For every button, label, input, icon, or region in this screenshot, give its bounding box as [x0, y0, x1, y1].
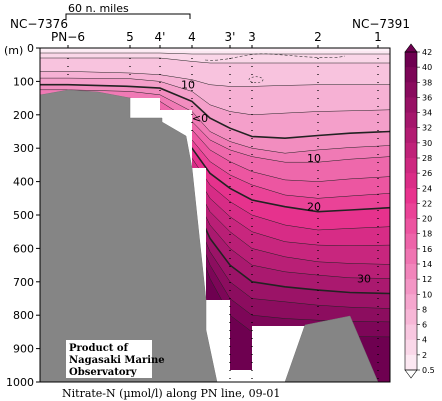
colorbar-segment: [405, 142, 417, 159]
colorbar-label: 36: [422, 93, 432, 102]
credit-line-1: Product of: [69, 343, 129, 354]
colorbar-label: 6: [422, 321, 427, 330]
colorbar-label: 28: [422, 154, 432, 163]
continental-slope: [40, 89, 218, 382]
contour-label: 10: [307, 152, 321, 165]
contour-line: [40, 71, 390, 87]
y-tick-label: 300: [13, 142, 34, 155]
credit-line-2: Nagasaki Marine: [69, 355, 165, 366]
colorbar-segment: [405, 324, 417, 341]
scale-bar-label: 60 n. miles: [68, 2, 129, 15]
colorbar-label: 8: [422, 305, 427, 314]
colorbar-frame: [404, 51, 418, 371]
contour-line: [40, 83, 390, 140]
colorbar: 0.52468101214161820222426283032343638404…: [404, 43, 435, 379]
station-label: 5: [126, 30, 134, 44]
colorbar-segment: [405, 218, 417, 235]
y-tick-label: 600: [13, 242, 34, 255]
station-label: 3': [225, 30, 236, 44]
y-tick-label: 400: [13, 176, 34, 189]
concentration-band: [40, 48, 390, 51]
colorbar-label: 0.5: [422, 366, 435, 375]
colorbar-segment: [405, 127, 417, 144]
colorbar-label: 34: [422, 109, 432, 118]
station-right-id: NC−7391: [352, 17, 410, 31]
colorbar-segment: [405, 233, 417, 250]
colorbar-label: 40: [422, 63, 432, 72]
colorbar-label: 2: [422, 351, 427, 360]
plot-area: 10 <0 10 20 30: [40, 48, 390, 382]
colorbar-label: 4: [422, 336, 427, 345]
colorbar-label: 42: [422, 48, 432, 57]
contour-line-dashed: [248, 76, 264, 84]
contour-line: [40, 89, 390, 154]
contour-line: [40, 52, 390, 55]
y-tick-label: 900: [13, 343, 34, 356]
colorbar-segment: [405, 248, 417, 265]
colorbar-label: 18: [422, 230, 432, 239]
colorbar-segment: [405, 339, 417, 356]
colorbar-segment: [405, 97, 417, 114]
y-axis-label: (m): [4, 44, 23, 57]
contour-labels: 10 <0 10 20 30: [181, 79, 371, 286]
colorbar-segment: [405, 354, 417, 371]
no-data-region: [192, 168, 252, 382]
colorbar-label: 32: [422, 124, 432, 133]
station-label: 3: [248, 30, 256, 44]
contour-label: <0: [192, 112, 208, 125]
colorbar-label: 24: [422, 184, 432, 193]
colorbar-label: 16: [422, 245, 432, 254]
station-label: 2: [314, 30, 322, 44]
contour-label: 10: [181, 79, 195, 92]
colorbar-segment: [405, 294, 417, 310]
colorbar-label: 38: [422, 78, 432, 87]
plot-frame: [39, 47, 391, 383]
colorbar-label: 12: [422, 275, 432, 284]
colorbar-label: 22: [422, 199, 432, 208]
colorbar-segment: [405, 112, 417, 129]
contour-label: 30: [357, 272, 371, 285]
colorbar-segment: [405, 173, 417, 189]
y-tick-label: 200: [13, 109, 34, 122]
credit-box: [66, 340, 152, 378]
colorbar-segment: [405, 82, 417, 98]
colorbar-segment: [405, 203, 417, 220]
colorbar-segment: [405, 309, 417, 326]
colorbar-segment: [405, 279, 417, 295]
scale-bar: [65, 13, 191, 19]
credit-line-3: Observatory: [69, 367, 138, 378]
contour-line: [40, 77, 390, 116]
y-tick-label: 0: [27, 42, 34, 55]
chart-title: Nitrate-N (µmol/l) along PN line, 09-01: [62, 387, 280, 400]
station-label: PN−6: [51, 30, 85, 44]
colorbar-label: 30: [422, 139, 432, 148]
station-left-id: NC−7376: [10, 17, 68, 31]
colorbar-label: 10: [422, 290, 432, 299]
station-label: 1: [374, 30, 382, 44]
contour-line-dashed: [204, 53, 346, 61]
colorbar-min-arrow: [404, 369, 418, 379]
y-tick-label: 800: [13, 309, 34, 322]
y-tick-label: 1000: [6, 376, 34, 389]
colorbar-label: 14: [422, 260, 432, 269]
colorbar-segment: [405, 264, 417, 280]
station-label: 4': [155, 30, 166, 44]
colorbar-segment: [405, 52, 417, 68]
colorbar-segment: [405, 188, 417, 204]
y-tick-label: 500: [13, 209, 34, 222]
colorbar-segment: [405, 67, 417, 83]
colorbar-segment: [405, 158, 417, 174]
contour-label: 20: [307, 201, 321, 214]
colorbar-max-arrow: [404, 43, 418, 53]
y-tick-label: 700: [13, 276, 34, 289]
station-labels: PN−6 5 4' 4 3' 3 2 1: [51, 30, 382, 48]
station-label: 4: [188, 30, 196, 44]
colorbar-label: 20: [422, 215, 432, 224]
contour-line: [40, 57, 390, 64]
y-tick-label: 100: [13, 75, 34, 88]
y-axis: 0 100 200 300 400 500 600 700 800 900 1000: [6, 42, 40, 389]
seamount: [284, 315, 379, 382]
colorbar-label: 26: [422, 169, 432, 178]
